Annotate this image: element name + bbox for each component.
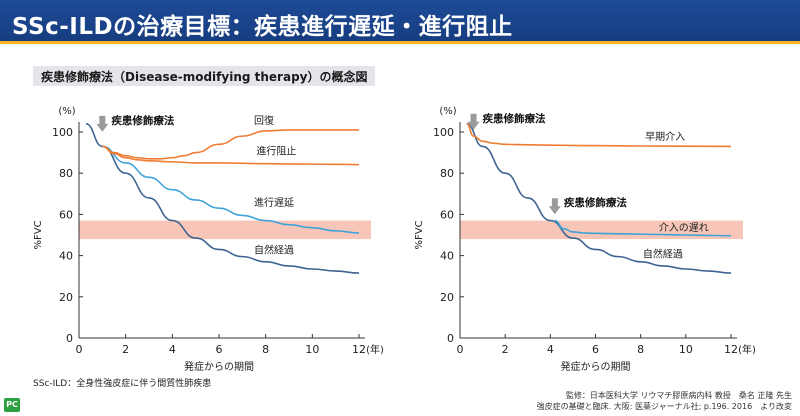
chart0-x-tick-label: 6 bbox=[216, 343, 223, 356]
chart0-series-line bbox=[102, 129, 359, 160]
chart1-series-label: 自然経過 bbox=[643, 248, 683, 261]
chart1-series-line bbox=[554, 219, 732, 237]
chart0-x-unit: (年) bbox=[366, 343, 384, 356]
chart0-y-tick-label: 40 bbox=[59, 250, 73, 263]
chart1-y-tick-label: 40 bbox=[440, 250, 454, 263]
chart1-x-axis-title: 発症からの期間 bbox=[561, 360, 631, 373]
page-title: SSc-ILDの治療目標：疾患進行遅延・進行阻止 bbox=[12, 14, 513, 40]
chart0-series-label: 進行遅延 bbox=[254, 196, 294, 209]
chart1-series-label: 早期介入 bbox=[645, 131, 685, 143]
citation: 監修：日本医科大学 リウマチ膠原病内科 教授 桑名 正隆 先生 強皮症の基礎と臨… bbox=[537, 390, 792, 412]
chart0-x-axis-title: 発症からの期間 bbox=[184, 360, 254, 373]
chart-right: 0 20 40 60 80 100 0 2 4 6 8 10 12 (%) %FVC (年) 発症からの期間 自然… bbox=[414, 106, 756, 373]
chart1-y-tick-label: 80 bbox=[440, 167, 454, 180]
chart0-y-tick-label: 100 bbox=[52, 126, 73, 139]
chart0-series-line bbox=[102, 145, 360, 166]
chart1-x-tick-label: 8 bbox=[637, 343, 644, 356]
header-bar: SSc-ILDの治療目標：疾患進行遅延・進行阻止 bbox=[0, 0, 800, 44]
chart1-annotation-label: 疾患修飾療法 bbox=[564, 196, 627, 209]
chart1-series-line bbox=[466, 122, 732, 274]
chart0-series-label: 進行阻止 bbox=[256, 145, 296, 158]
chart1-x-tick-label: 4 bbox=[547, 343, 554, 356]
chart1-y-axis-title: %FVC bbox=[414, 220, 425, 249]
chart1-y-unit: (%) bbox=[439, 106, 456, 117]
chart0-series-line bbox=[85, 122, 360, 274]
chart1-x-tick-label: 0 bbox=[457, 343, 464, 356]
chart0-series-line bbox=[102, 145, 360, 234]
chart1-y-tick-label: 0 bbox=[447, 332, 454, 345]
chart0-y-tick-label: 0 bbox=[66, 332, 73, 345]
citation-line-2: 強皮症の基礎と臨床. 大阪: 医薬ジャーナル社; p.196. 2016 より改… bbox=[536, 402, 792, 411]
chart0-y-tick-label: 80 bbox=[59, 167, 73, 180]
chart1-series-line bbox=[466, 122, 732, 148]
chart1-x-unit: (年) bbox=[738, 343, 756, 356]
chart0-intervention-arrow-icon bbox=[96, 115, 109, 132]
chart-left: 0 20 40 60 80 100 0 2 4 6 8 10 12 (%) %FVC (年) 発症からの期間 自然… bbox=[33, 106, 384, 373]
chart0-y-tick-label: 60 bbox=[59, 208, 73, 221]
chart0-y-tick-label: 20 bbox=[59, 291, 73, 304]
chart1-x-tick-label: 12 bbox=[724, 343, 738, 356]
chart0-x-tick-label: 10 bbox=[305, 343, 319, 356]
chart1-x-tick-label: 10 bbox=[679, 343, 693, 356]
concept-banner: 疾患修飾療法（Disease-modifying therapy）の概念図 bbox=[33, 66, 376, 86]
chart0-annotation-label: 疾患修飾療法 bbox=[111, 114, 174, 127]
chart0-x-tick-label: 12 bbox=[352, 343, 366, 356]
footnote: SSc-ILD：全身性強皮症に伴う間質性肺疾患 bbox=[33, 379, 212, 389]
citation-line-1: 監修：日本医科大学 リウマチ膠原病内科 教授 桑名 正隆 先生 bbox=[565, 391, 792, 400]
chart0-x-tick-label: 8 bbox=[262, 343, 269, 356]
publisher-logo: PC bbox=[4, 398, 20, 412]
chart0-x-tick-label: 0 bbox=[76, 343, 83, 356]
chart0-y-unit: (%) bbox=[58, 106, 75, 117]
chart1-y-tick-label: 100 bbox=[433, 126, 454, 139]
chart1-annotation-label: 疾患修飾療法 bbox=[483, 112, 546, 125]
chart1-x-tick-label: 2 bbox=[502, 343, 509, 356]
chart0-series-label: 回復 bbox=[254, 114, 274, 127]
chart1-intervention-arrow-icon bbox=[467, 113, 480, 130]
chart1-y-tick-label: 60 bbox=[440, 208, 454, 221]
chart0-x-tick-label: 2 bbox=[122, 343, 129, 356]
chart0-series-label: 自然経過 bbox=[254, 244, 294, 257]
chart1-intervention-arrow-icon bbox=[548, 198, 561, 215]
chart1-y-tick-label: 20 bbox=[440, 291, 454, 304]
chart1-x-tick-label: 6 bbox=[592, 343, 599, 356]
chart0-y-axis-title: %FVC bbox=[33, 220, 44, 249]
chart1-series-label: 介入の遅れ bbox=[659, 222, 709, 234]
chart0-x-tick-label: 4 bbox=[169, 343, 176, 356]
